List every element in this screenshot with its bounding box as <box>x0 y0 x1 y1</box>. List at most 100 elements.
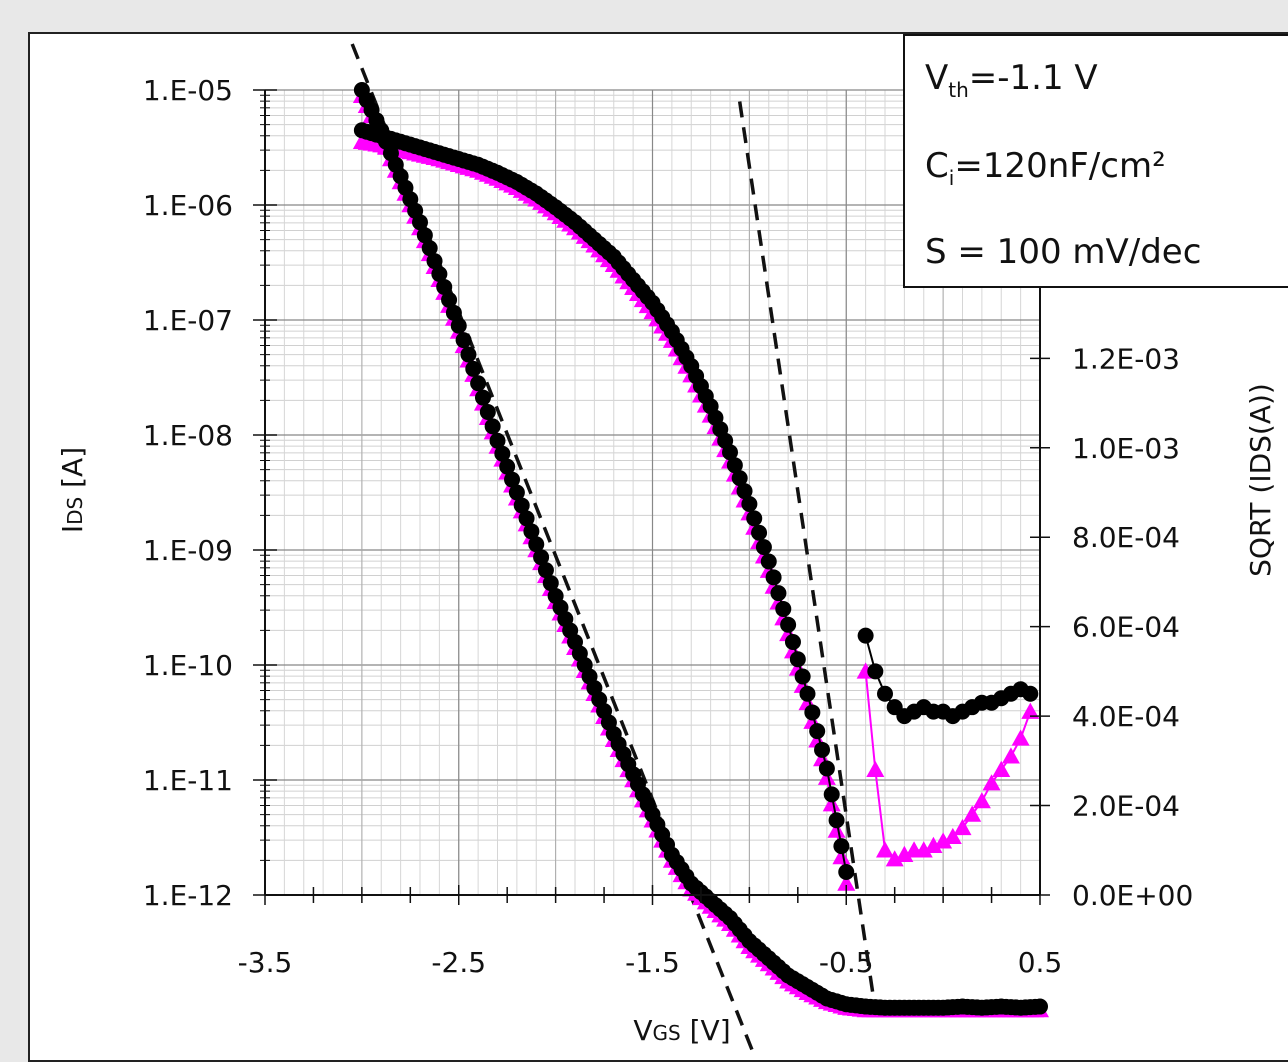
magenta-series-sqrt-point <box>972 792 991 809</box>
black-series-reverse-point <box>775 600 792 617</box>
black-series-forward-point <box>412 214 428 231</box>
black-series-sqrt-point <box>867 663 884 680</box>
magenta-series-sqrt-point <box>992 760 1011 777</box>
black-series-forward-point <box>1032 998 1048 1015</box>
magenta-series-sqrt-point <box>876 841 894 858</box>
ci-annotation: Ci=120nF/cm² <box>925 146 1166 190</box>
black-series-forward-point <box>513 497 530 514</box>
black-series-forward-point <box>441 291 458 308</box>
black-series-reverse-point <box>770 585 787 602</box>
black-series-reverse-point <box>726 457 743 474</box>
magenta-series-sqrt-point <box>1011 729 1030 746</box>
black-series-reverse-point <box>818 760 835 777</box>
black-series-reverse-point <box>814 741 831 758</box>
black-series-forward-point <box>523 523 540 540</box>
x-tick-label: 0.5 <box>1018 946 1063 979</box>
x-tick-label: -1.5 <box>625 946 680 979</box>
black-series-reverse-point <box>780 616 797 633</box>
magenta-series-sqrt-point <box>866 760 885 777</box>
black-series-reverse-point <box>765 569 782 586</box>
black-series-forward-point <box>518 510 535 527</box>
black-series-sqrt-point <box>857 627 874 644</box>
magenta-series-sqrt-point <box>982 774 1001 791</box>
vth-annotation: Vth=-1.1 V <box>925 58 1098 102</box>
black-series-reverse-point <box>722 444 738 461</box>
black-series-reverse-point <box>794 668 811 685</box>
black-series-forward-point <box>460 346 477 363</box>
y-tick-label: 1.E-06 <box>143 189 233 222</box>
black-series-forward-point <box>455 332 472 349</box>
black-series-forward-point <box>489 432 506 449</box>
black-series-forward-point <box>508 484 525 501</box>
y-tick-label: 1.E-12 <box>143 879 233 912</box>
magenta-series-sqrt-point <box>1001 747 1020 764</box>
magenta-series-reverse-point <box>837 874 856 891</box>
black-series-forward-point <box>426 253 443 270</box>
black-series-forward-point <box>436 278 453 295</box>
black-series-reverse-point <box>823 786 840 803</box>
y2-tick-label: 6.0E-04 <box>1072 611 1180 644</box>
y2-axis-label: SQRT (IDS(A)) <box>1244 383 1277 577</box>
black-series-forward-point <box>445 304 462 321</box>
magenta-series-sqrt-point <box>943 827 962 845</box>
x-axis-label: VGS [V] <box>633 1014 730 1047</box>
magenta-series-sqrt-point <box>914 841 933 858</box>
black-series-forward-point <box>431 266 448 282</box>
black-series-reverse-point <box>799 685 816 702</box>
magenta-series-reverse-point <box>822 795 841 812</box>
annotation-box: Vth=-1.1 V Ci=120nF/cm² S = 100 mV/dec <box>903 34 1288 288</box>
y-tick-label: 1.E-11 <box>143 764 233 797</box>
y-tick-label: 1.E-10 <box>143 649 233 682</box>
black-series-reverse-point <box>789 651 806 668</box>
black-series-reverse-point <box>804 704 821 721</box>
black-series-reverse-point <box>755 539 772 556</box>
y-axis-label: IDS [A] <box>56 447 89 533</box>
black-series-forward-point <box>474 389 491 406</box>
subthreshold-slope-annotation: S = 100 mV/dec <box>925 232 1202 272</box>
black-series-forward-point <box>479 404 496 420</box>
black-series-reverse-point <box>736 483 753 500</box>
magenta-series-sqrt-point <box>924 836 943 854</box>
magenta-series-sqrt-point <box>934 832 953 849</box>
black-series-forward-point <box>499 458 516 475</box>
black-series-forward-point <box>450 317 467 334</box>
y2-tick-label: 8.0E-04 <box>1072 521 1180 554</box>
black-series-forward-point <box>484 418 501 435</box>
black-series-forward-point <box>470 375 487 392</box>
magenta-series-sqrt-point <box>895 845 914 862</box>
black-series-reverse-point <box>751 524 768 541</box>
x-tick-label: -0.5 <box>819 946 874 979</box>
x-tick-label: -2.5 <box>431 946 486 979</box>
black-series-sqrt-point <box>1022 685 1039 702</box>
black-series-forward-point <box>537 562 554 579</box>
magenta-series-sqrt-point <box>1021 702 1040 719</box>
sqrt-fit-line <box>737 101 878 1011</box>
magenta-series-sqrt-point <box>953 818 972 836</box>
black-series-reverse-point <box>784 634 801 650</box>
black-series-reverse-point <box>760 553 777 570</box>
magenta-series-reverse-point <box>827 821 846 838</box>
black-series-forward-point <box>504 471 521 488</box>
black-series-reverse-point <box>838 864 855 880</box>
magenta-series-reverse-point <box>832 848 851 865</box>
y2-tick-label: 4.0E-04 <box>1072 700 1180 733</box>
y2-tick-label: 1.0E-03 <box>1072 432 1180 465</box>
data-marks <box>352 82 1049 1018</box>
y-tick-label: 1.E-07 <box>143 304 233 337</box>
x-tick-label: -3.5 <box>238 946 293 979</box>
black-series-reverse-point <box>833 838 850 855</box>
y2-tick-label: 1.2E-03 <box>1072 342 1180 375</box>
black-series-sqrt-point <box>877 685 893 702</box>
y-tick-label: 1.E-09 <box>143 534 233 567</box>
magenta-series-sqrt-point <box>885 850 904 867</box>
magenta-series-sqrt-point <box>963 805 982 822</box>
y2-tick-label: 0.0E+00 <box>1072 879 1193 912</box>
magenta-series-reverse-point <box>817 768 836 785</box>
black-series-forward-point <box>528 536 545 553</box>
black-series-forward-point <box>542 575 559 592</box>
black-series-reverse-point <box>741 496 758 512</box>
y-tick-label: 1.E-05 <box>143 74 233 107</box>
black-series-reverse-point <box>746 510 763 527</box>
y2-tick-label: 2.0E-04 <box>1072 790 1180 823</box>
